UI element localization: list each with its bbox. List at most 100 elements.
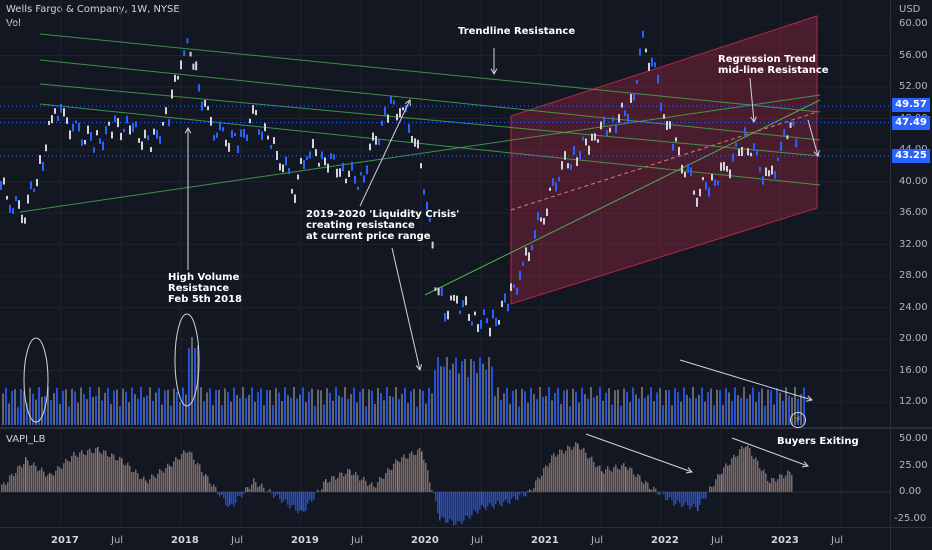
price-tick-label: 56.00: [899, 49, 928, 61]
indicator-bar: [215, 487, 217, 492]
volume-bar: [284, 387, 286, 425]
indicator-bar: [35, 465, 37, 492]
volume-bar: [602, 400, 604, 425]
volume-bar: [2, 393, 4, 425]
indicator-bar: [67, 460, 69, 492]
price-candle: [414, 138, 416, 147]
volume-bar: [770, 390, 772, 425]
indicator-bar: [445, 492, 447, 523]
volume-bar: [248, 394, 250, 425]
indicator-bar: [773, 478, 775, 492]
price-candle: [450, 295, 452, 301]
price-candle: [732, 153, 734, 162]
volume-bar: [644, 397, 646, 425]
volume-bar: [50, 400, 52, 425]
volume-bar: [386, 387, 388, 425]
volume-bar: [677, 392, 679, 425]
indicator-bar: [105, 450, 107, 492]
volume-bar: [524, 391, 526, 425]
volume-bar: [743, 387, 745, 425]
volume-highlight: [23, 337, 49, 423]
volume-bar: [20, 389, 22, 425]
price-tick-label: 32.00: [899, 238, 928, 250]
indicator-bar: [311, 492, 313, 502]
price-candle: [201, 101, 203, 111]
price-candle: [195, 61, 198, 71]
arrow-indicator-2: [731, 437, 809, 467]
price-candle: [159, 135, 161, 144]
price-candle: [96, 130, 98, 136]
indicator-bar: [465, 492, 467, 516]
indicator-bar: [265, 492, 267, 493]
indicator-tick-label: 0.00: [899, 486, 922, 497]
volume-bar: [113, 390, 115, 425]
price-candle: [351, 161, 353, 171]
price-candle: [528, 252, 530, 262]
volume-bar: [413, 388, 415, 425]
volume-bar: [734, 387, 736, 425]
indicator-bar: [595, 467, 597, 492]
price-candle: [657, 74, 659, 84]
volume-bar: [458, 373, 460, 425]
indicator-bar: [367, 485, 369, 492]
indicator-bar: [21, 467, 23, 492]
trendline: [39, 33, 821, 113]
price-candle: [183, 50, 186, 56]
indicator-bar: [703, 492, 705, 499]
volume-bar: [14, 389, 16, 425]
indicator-bar: [601, 471, 603, 492]
volume-bar: [566, 389, 568, 425]
indicator-bar: [717, 473, 719, 492]
price-candle: [513, 284, 515, 288]
volume-bar: [32, 393, 34, 425]
volume-bar: [542, 397, 544, 425]
volume-bar: [446, 357, 448, 425]
price-candle: [417, 139, 419, 149]
arrow-liquidity-up: [359, 99, 411, 207]
indicator-bar: [407, 458, 409, 492]
indicator-bar: [719, 474, 721, 492]
indicator-bar: [551, 455, 553, 492]
arrow-liquidity-down: [391, 247, 421, 371]
indicator-bar: [441, 492, 443, 517]
volume-bar: [314, 405, 316, 425]
volume-bar: [803, 387, 805, 425]
indicator-bar: [159, 468, 161, 492]
price-candle: [357, 186, 359, 191]
price-candle: [462, 300, 464, 308]
price-candle: [147, 135, 149, 141]
arrow-indicator-2-head: [801, 461, 809, 468]
indicator-bar: [103, 450, 105, 492]
price-candle: [255, 109, 257, 116]
price-candle: [387, 114, 389, 123]
indicator-bar: [633, 474, 635, 492]
indicator-bar: [11, 473, 13, 492]
volume-bar: [635, 394, 637, 425]
indicator-bar: [361, 479, 363, 492]
indicator-bar: [89, 448, 91, 492]
lightning-icon[interactable]: ⚡: [790, 412, 806, 428]
volume-bar: [437, 357, 439, 425]
annotation-high-volume-line2: Resistance: [168, 283, 230, 294]
axis-separator: [0, 527, 932, 528]
price-candle: [24, 217, 26, 224]
indicator-bar: [731, 458, 733, 492]
indicator-bar: [63, 463, 65, 492]
volume-bar: [731, 401, 733, 425]
time-tick-label: 2022: [651, 535, 679, 546]
price-candle: [324, 157, 326, 166]
indicator-bar: [189, 451, 191, 492]
volume-bar: [794, 387, 796, 425]
indicator-bar: [597, 466, 599, 492]
indicator-bar: [435, 492, 437, 502]
price-candle: [627, 113, 629, 123]
indicator-bar: [319, 491, 321, 492]
price-candle: [714, 179, 716, 186]
indicator-bar: [765, 473, 767, 492]
indicator-bar: [163, 472, 165, 492]
indicator-tick-label: -25.00: [894, 512, 927, 524]
indicator-bar: [23, 463, 25, 492]
volume-bar: [8, 403, 10, 425]
indicator-bar: [515, 492, 517, 500]
